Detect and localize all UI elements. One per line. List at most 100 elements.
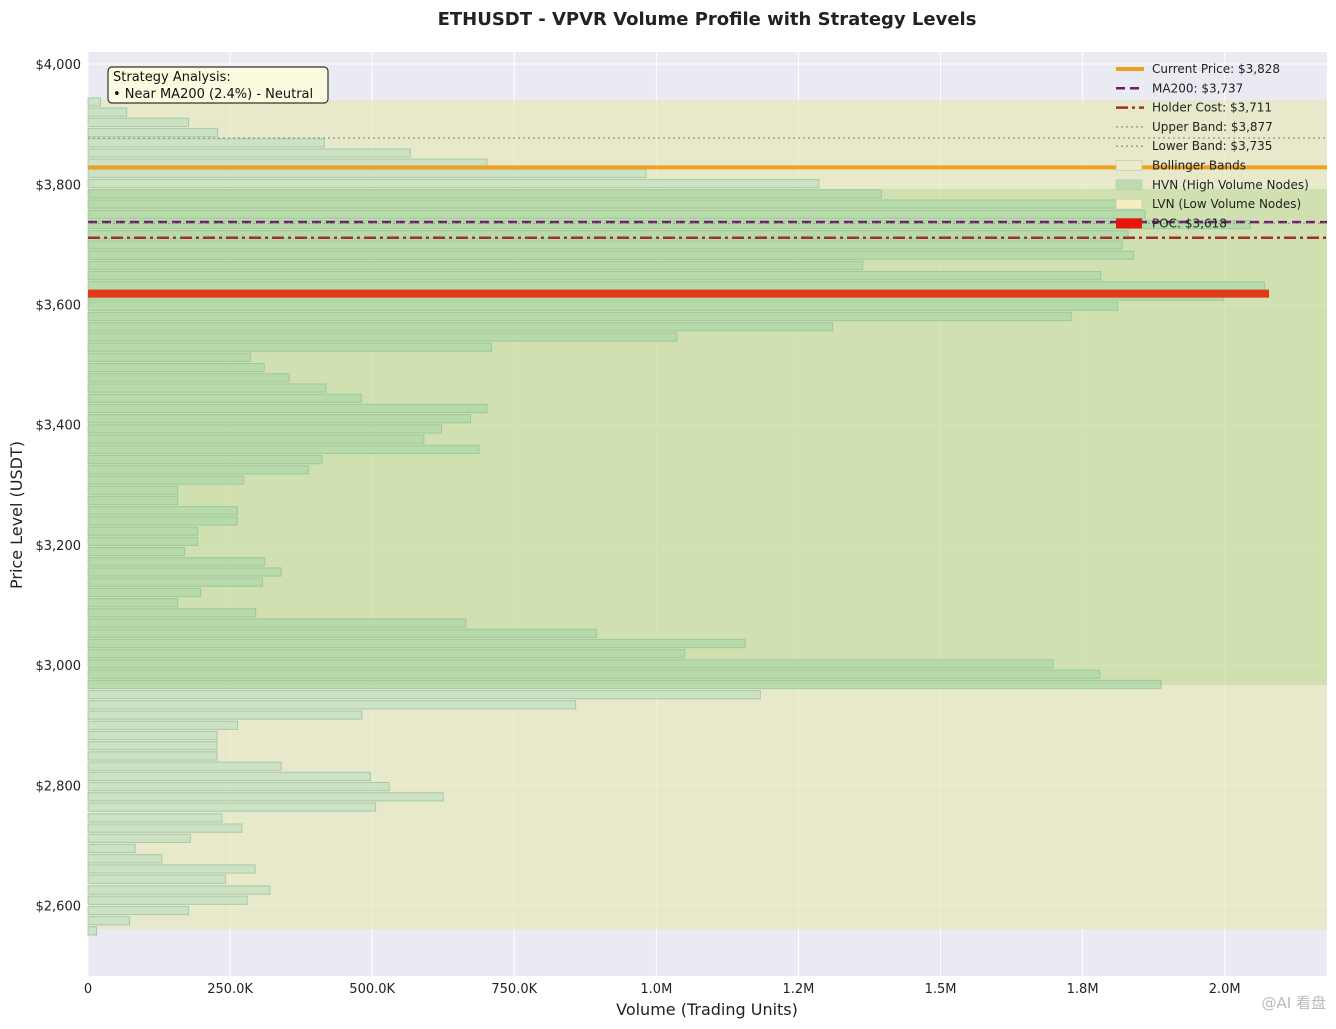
volume-bar-hvn xyxy=(87,219,1251,230)
volume-bar-hvn xyxy=(87,403,488,414)
volume-bar xyxy=(87,710,363,720)
volume-bar xyxy=(87,833,191,843)
x-tick-label: 250.0K xyxy=(207,982,253,997)
x-tick-label: 1.2M xyxy=(782,982,814,997)
annotation-box xyxy=(107,66,329,104)
legend-label: LVN (Low Volume Nodes) xyxy=(1152,197,1301,211)
volume-bar-hvn xyxy=(87,485,179,495)
strategy-annotation: Strategy Analysis: • Near MA200 (2.4%) -… xyxy=(107,66,329,104)
y-tick-label: $3,200 xyxy=(36,539,82,554)
volume-bar xyxy=(87,885,271,895)
volume-bar-hvn xyxy=(87,260,864,271)
legend-label: Holder Cost: $3,711 xyxy=(1152,101,1272,115)
x-tick-label: 1.5M xyxy=(925,982,957,997)
annotation-line-1: Strategy Analysis: xyxy=(113,70,231,85)
legend-swatch-patch xyxy=(1115,198,1143,210)
volume-bar-hvn xyxy=(87,199,1119,209)
volume-bar-hvn xyxy=(87,301,1119,311)
volume-bar xyxy=(87,741,218,751)
y-tick-label: $3,400 xyxy=(36,419,82,434)
legend-label: HVN (High Volume Nodes) xyxy=(1152,178,1309,192)
volume-bar xyxy=(87,813,223,823)
legend: Current Price: $3,828 MA200: $3,737 Holder… xyxy=(1115,62,1309,230)
volume-bar-hvn xyxy=(87,577,263,587)
volume-bar-hvn xyxy=(87,516,238,526)
volume-bar-hvn xyxy=(87,557,266,567)
volume-bar-hvn xyxy=(87,475,245,485)
volume-bar xyxy=(87,127,219,138)
volume-bar-hvn xyxy=(87,271,1102,281)
volume-bar-hvn xyxy=(87,383,327,393)
volume-bar xyxy=(87,905,190,916)
volume-bar-hvn xyxy=(87,536,199,546)
volume-bar xyxy=(87,782,390,792)
volume-bar xyxy=(87,916,130,926)
volume-bar xyxy=(87,761,282,771)
volume-bar-hvn xyxy=(87,659,1054,669)
volume-bar-hvn xyxy=(87,250,1135,260)
volume-bar-hvn xyxy=(87,363,265,373)
volume-bar xyxy=(87,179,820,189)
volume-bar-hvn xyxy=(87,393,362,403)
y-tick-label: $3,800 xyxy=(36,178,82,193)
volume-bar xyxy=(87,138,325,148)
chart-title: ETHUSDT - VPVR Volume Profile with Strat… xyxy=(438,9,977,30)
volume-bar-hvn xyxy=(87,649,686,659)
y-tick-label: $4,000 xyxy=(36,58,82,73)
volume-bar-hvn xyxy=(87,434,425,444)
volume-bar-hvn xyxy=(87,669,1101,679)
volume-bar-hvn xyxy=(87,352,252,363)
volume-bar-hvn xyxy=(87,628,598,638)
x-tick-label: 2.0M xyxy=(1209,982,1241,997)
volume-bar-hvn xyxy=(87,311,1072,322)
poc-bar xyxy=(88,289,1270,298)
volume-bar xyxy=(87,700,577,710)
volume-bar-hvn xyxy=(87,444,480,454)
volume-bar-hvn xyxy=(87,526,199,536)
volume-bar-hvn xyxy=(87,598,179,608)
legend-swatch-patch xyxy=(1116,218,1142,229)
volume-bar xyxy=(87,823,243,833)
volume-bar-hvn xyxy=(87,322,834,332)
volume-bar-hvn xyxy=(87,608,257,618)
volume-bar-hvn xyxy=(87,281,1265,291)
volume-bar-hvn xyxy=(87,567,282,577)
legend-label: Upper Band: $3,877 xyxy=(1152,120,1273,134)
y-tick-label: $2,600 xyxy=(36,900,82,915)
x-axis-label: Volume (Trading Units) xyxy=(616,1000,798,1019)
x-tick-label: 0 xyxy=(84,982,92,997)
volume-bar xyxy=(87,117,190,127)
volume-bar-hvn xyxy=(87,332,678,342)
x-tick-label: 500.0K xyxy=(349,982,395,997)
legend-label: Current Price: $3,828 xyxy=(1152,62,1280,76)
volume-bar xyxy=(87,771,371,782)
legend-label: Bollinger Bands xyxy=(1152,159,1246,173)
watermark: @AI 看盘 xyxy=(1262,994,1326,1012)
y-axis-ticks: $2,600 $2,800 $3,000 $3,200 $3,400 $3,600 $3,8… xyxy=(36,58,82,915)
volume-bar xyxy=(87,864,256,874)
volume-bar-hvn xyxy=(87,506,238,516)
volume-bar xyxy=(87,730,218,741)
legend-label: Lower Band: $3,735 xyxy=(1152,139,1272,153)
volume-bar xyxy=(87,802,377,812)
volume-bar xyxy=(87,751,218,761)
volume-bar xyxy=(87,107,128,117)
volume-bar-hvn xyxy=(87,465,310,475)
x-axis-ticks: 0 250.0K 500.0K 750.0K 1.0M 1.2M 1.5M 1.8M 2.0M xyxy=(84,982,1241,997)
volume-bar-hvn xyxy=(87,240,1123,250)
volume-bar-hvn xyxy=(87,638,746,649)
volume-bar-hvn xyxy=(87,679,1162,690)
legend-swatch-patch xyxy=(1115,160,1143,171)
volume-bar xyxy=(87,874,227,884)
volume-bar xyxy=(87,854,163,864)
volume-bar-hvn xyxy=(87,454,323,465)
volume-bar-hvn xyxy=(87,495,179,506)
legend-label: MA200: $3,737 xyxy=(1152,81,1243,95)
y-tick-label: $2,800 xyxy=(36,779,82,794)
volume-bar-hvn xyxy=(87,209,1146,219)
x-tick-label: 750.0K xyxy=(491,982,537,997)
volume-bar xyxy=(87,792,444,802)
volume-bar-hvn xyxy=(87,342,493,352)
y-tick-label: $3,000 xyxy=(36,659,82,674)
